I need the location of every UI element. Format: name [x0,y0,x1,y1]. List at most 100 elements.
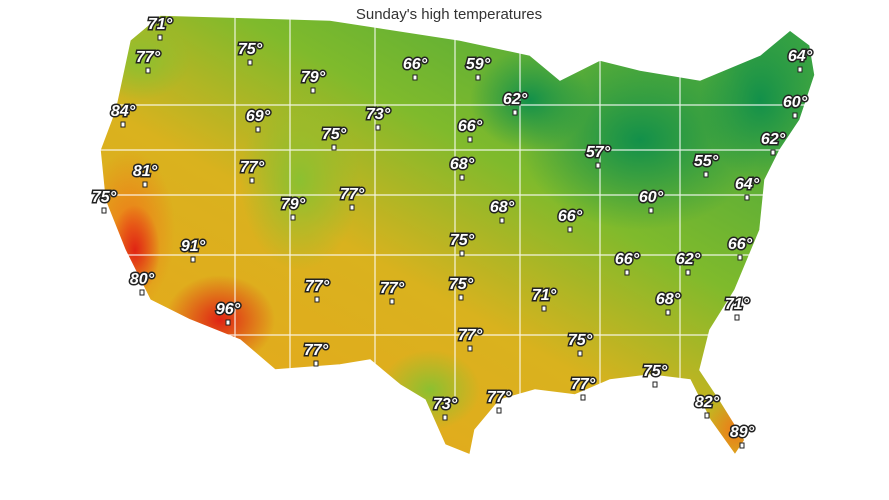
location-marker [290,214,296,221]
location-marker [737,254,743,261]
temperature-label: 75° [322,126,347,143]
temperature-label: 62° [503,91,528,108]
location-marker [685,269,691,276]
temperature-label: 77° [458,327,483,344]
temperature-label: 66° [558,208,583,225]
temperature-label: 69° [246,108,271,125]
temperature-label: 66° [615,251,640,268]
temperature-label: 75° [450,232,475,249]
temperature-label: 55° [694,153,719,170]
location-marker [652,381,658,388]
temperature-label: 59° [466,56,491,73]
location-marker [580,394,586,401]
location-marker [665,309,671,316]
temperature-label: 62° [761,131,786,148]
temperature-label: 82° [695,394,720,411]
location-marker [739,442,745,449]
location-marker [577,350,583,357]
location-marker [459,174,465,181]
location-marker [797,66,803,73]
location-marker [475,74,481,81]
location-marker [310,87,316,94]
location-marker [442,414,448,421]
location-marker [499,217,505,224]
temperature-label: 71° [532,287,557,304]
location-marker [101,207,107,214]
location-marker [225,319,231,326]
temperature-label: 77° [304,342,329,359]
temperature-label: 89° [730,424,755,441]
temperature-label: 79° [281,196,306,213]
location-marker [145,67,151,74]
location-marker [389,298,395,305]
location-marker [624,269,630,276]
location-marker [459,250,465,257]
location-marker [190,256,196,263]
location-marker [375,124,381,131]
location-marker [595,162,601,169]
location-marker [703,171,709,178]
temperature-label: 75° [238,41,263,58]
location-marker [349,204,355,211]
location-marker [512,109,518,116]
location-marker [458,294,464,301]
map-title: Sunday's high temperatures [356,6,542,23]
temperature-label: 77° [380,280,405,297]
location-marker [331,144,337,151]
location-marker [496,407,502,414]
temperature-label: 77° [571,376,596,393]
state-borders [0,0,889,400]
location-marker [734,314,740,321]
location-marker [139,289,145,296]
temperature-label: 68° [656,291,681,308]
temperature-label: 68° [490,199,515,216]
location-marker [467,136,473,143]
temperature-label: 79° [301,69,326,86]
temperature-label: 80° [130,271,155,288]
temperature-label: 91° [181,238,206,255]
temperature-label: 62° [676,251,701,268]
location-marker [120,121,126,128]
temperature-label: 60° [639,189,664,206]
temperature-label: 77° [305,278,330,295]
temperature-label: 77° [136,49,161,66]
location-marker [704,412,710,419]
temperature-label: 75° [568,332,593,349]
location-marker [744,194,750,201]
temperature-label: 96° [216,301,241,318]
temperature-label: 73° [433,396,458,413]
temperature-label: 84° [111,103,136,120]
location-marker [255,126,261,133]
temperature-label: 75° [92,189,117,206]
temperature-label: 77° [240,159,265,176]
location-marker [567,226,573,233]
location-marker [313,360,319,367]
temperature-label: 60° [783,94,808,111]
temperature-label: 75° [643,363,668,380]
temperature-label: 57° [586,144,611,161]
location-marker [648,207,654,214]
location-marker [412,74,418,81]
location-marker [314,296,320,303]
temperature-label: 73° [366,106,391,123]
location-marker [142,181,148,188]
temperature-label: 77° [340,186,365,203]
temperature-label: 81° [133,163,158,180]
temperature-label: 66° [403,56,428,73]
temperature-label: 64° [788,48,813,65]
location-marker [157,34,163,41]
location-marker [249,177,255,184]
location-marker [467,345,473,352]
temperature-label: 68° [450,156,475,173]
temperature-label: 75° [449,276,474,293]
temperature-label: 71° [148,16,173,33]
temperature-label: 66° [458,118,483,135]
location-marker [541,305,547,312]
temperature-label: 77° [487,389,512,406]
location-marker [792,112,798,119]
temperature-label: 71° [725,296,750,313]
location-marker [247,59,253,66]
temperature-label: 66° [728,236,753,253]
